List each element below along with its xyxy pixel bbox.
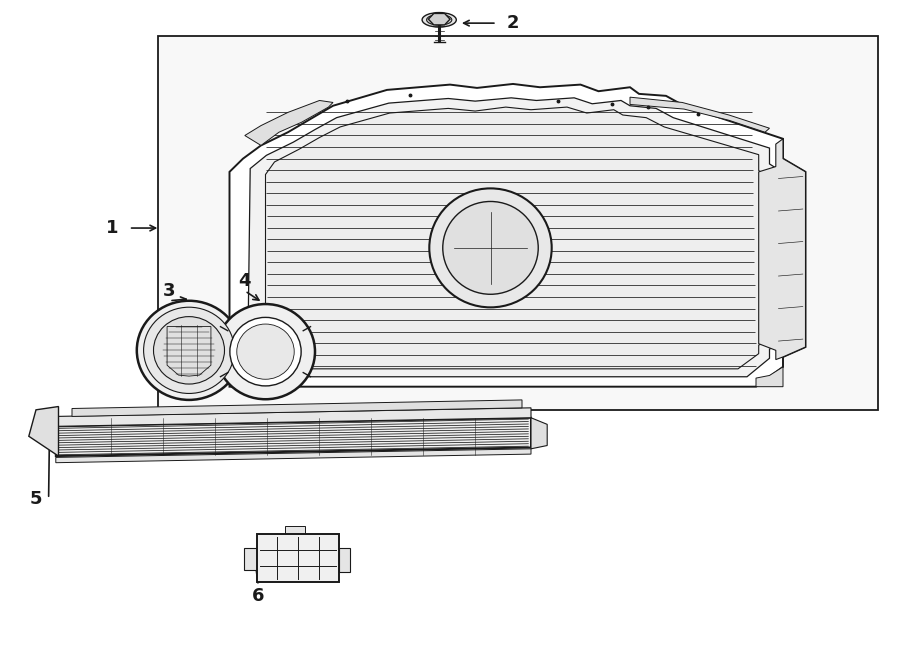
Text: 1: 1 (106, 219, 119, 237)
Text: 3: 3 (163, 282, 176, 300)
Bar (285, 526, 305, 534)
Ellipse shape (216, 304, 315, 399)
Bar (158, 36, 878, 410)
Polygon shape (266, 107, 776, 369)
Polygon shape (759, 139, 806, 360)
Polygon shape (56, 408, 531, 426)
Bar (244, 549, 256, 570)
Ellipse shape (443, 202, 538, 294)
Bar (339, 549, 350, 572)
Polygon shape (630, 97, 770, 132)
Polygon shape (248, 98, 790, 377)
Polygon shape (56, 418, 531, 456)
Ellipse shape (230, 317, 302, 386)
Text: 6: 6 (252, 587, 265, 605)
Ellipse shape (422, 13, 456, 27)
Ellipse shape (427, 15, 452, 25)
Ellipse shape (237, 324, 294, 379)
Ellipse shape (137, 301, 241, 400)
Polygon shape (428, 13, 450, 25)
Polygon shape (72, 400, 522, 416)
Polygon shape (531, 418, 547, 449)
Polygon shape (29, 407, 58, 456)
Text: 2: 2 (507, 14, 519, 32)
Ellipse shape (429, 188, 552, 307)
Ellipse shape (144, 307, 234, 393)
Polygon shape (245, 100, 333, 145)
Bar (256, 534, 339, 582)
Text: 4: 4 (238, 272, 251, 290)
Ellipse shape (154, 317, 224, 384)
Polygon shape (756, 367, 783, 387)
Text: 5: 5 (30, 490, 42, 508)
Polygon shape (56, 449, 531, 463)
Polygon shape (230, 84, 806, 387)
